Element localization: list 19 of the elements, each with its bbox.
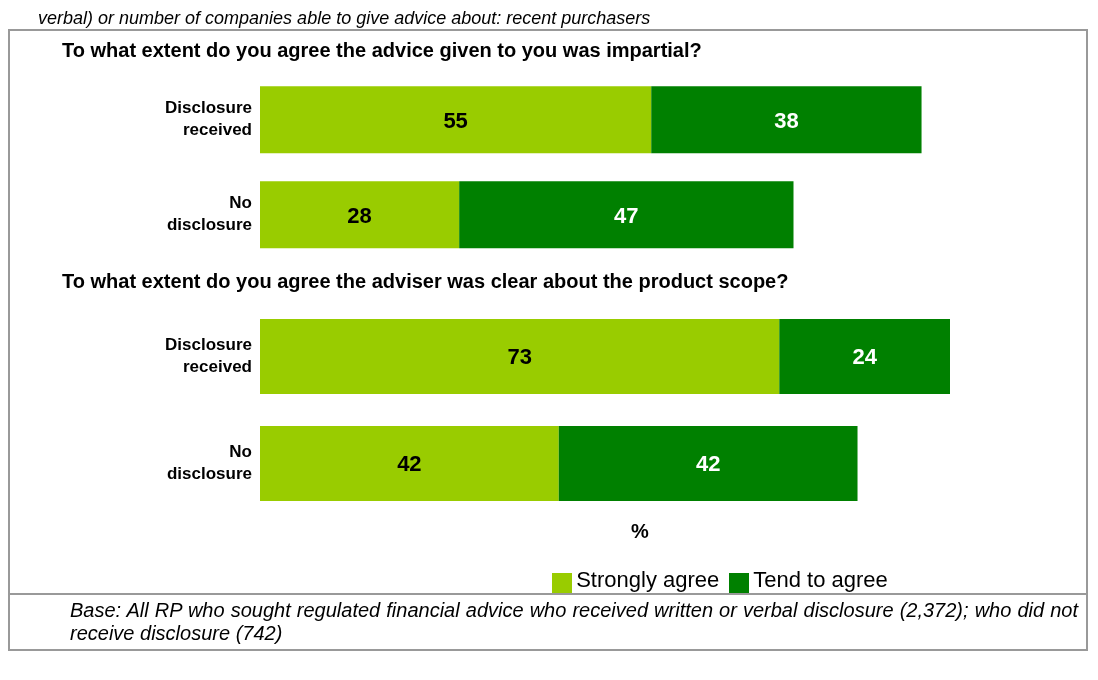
y-tick-label: No disclosure bbox=[166, 192, 252, 234]
data-label: 24 bbox=[852, 344, 878, 370]
y-tick-label: Disclosure received bbox=[165, 97, 252, 139]
legend-label: Tend to agree bbox=[753, 567, 888, 592]
legend-label: Strongly agree bbox=[576, 567, 720, 592]
chart-title: To what extent do you agree the adviser was clear about the product scope? bbox=[61, 269, 790, 293]
data-label: 42 bbox=[695, 451, 721, 477]
data-label: 47 bbox=[614, 202, 639, 228]
text: Base: All RP who sought regulated financial advice who received written or verbal disclosure (2,372); who did not receive disclosure (742) bbox=[70, 599, 1078, 645]
data-label: 42 bbox=[397, 451, 422, 477]
x-axis-title: % bbox=[630, 520, 650, 543]
data-label: 28 bbox=[347, 202, 372, 228]
y-tick-label: No disclosure bbox=[166, 441, 252, 483]
text: verbal) or number of companies able to give advice about: recent purchasers bbox=[37, 8, 652, 29]
data-label: 73 bbox=[507, 344, 532, 370]
data-label: 55 bbox=[443, 107, 468, 133]
data-label: 38 bbox=[774, 107, 799, 133]
y-tick-label: Disclosure received bbox=[165, 334, 252, 376]
chart-title: To what extent do you agree the advice given to you was impartial? bbox=[61, 38, 703, 62]
